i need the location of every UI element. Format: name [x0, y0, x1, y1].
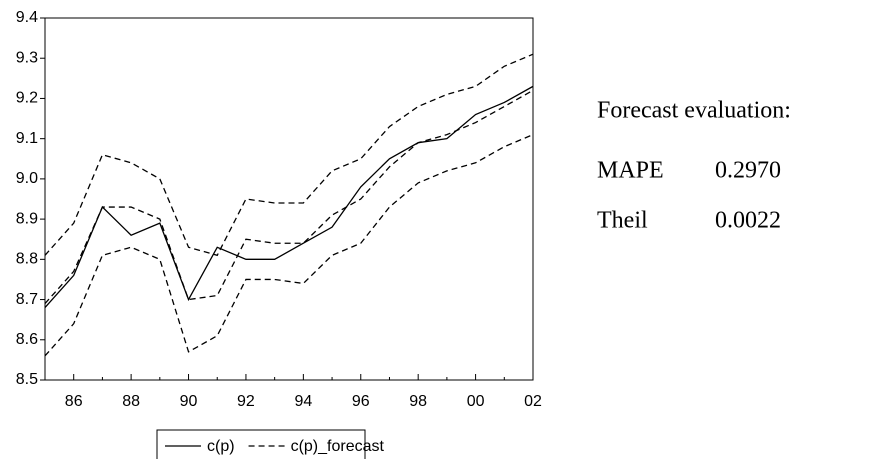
- y-tick-label: 8.6: [16, 331, 38, 348]
- y-tick-label: 9.0: [16, 170, 38, 187]
- panel-title: Forecast evaluation:: [597, 98, 791, 124]
- y-tick-label: 8.7: [16, 291, 38, 308]
- x-tick-label: 00: [467, 393, 485, 410]
- y-tick-label: 9.4: [16, 9, 38, 26]
- y-tick-label: 9.2: [16, 90, 38, 107]
- series-line: [44, 53, 534, 257]
- series-line: [44, 89, 534, 305]
- x-tick-label: 88: [122, 393, 140, 410]
- legend-label: c(p): [207, 438, 235, 455]
- legend-label: c(p)_forecast: [291, 438, 385, 455]
- panel-value: 0.0022: [715, 208, 781, 234]
- panel-label: Theil: [597, 208, 648, 234]
- x-tick-label: 02: [524, 393, 542, 410]
- plot-frame: [44, 17, 534, 381]
- y-tick-label: 8.5: [16, 371, 38, 388]
- y-tick-label: 8.9: [16, 210, 38, 227]
- y-tick-label: 8.8: [16, 251, 38, 268]
- x-tick-label: 94: [294, 393, 312, 410]
- series-line: [44, 85, 534, 309]
- x-tick-label: 92: [237, 393, 255, 410]
- y-tick-label: 9.1: [16, 130, 38, 147]
- x-tick-label: 98: [409, 393, 427, 410]
- x-tick-label: 86: [65, 393, 83, 410]
- x-tick-label: 90: [180, 393, 198, 410]
- panel-value: 0.2970: [715, 158, 781, 184]
- legend-box: [156, 429, 366, 459]
- series-line: [44, 134, 534, 357]
- panel-label: MAPE: [597, 158, 664, 184]
- y-tick-label: 9.3: [16, 49, 38, 66]
- x-tick-label: 96: [352, 393, 370, 410]
